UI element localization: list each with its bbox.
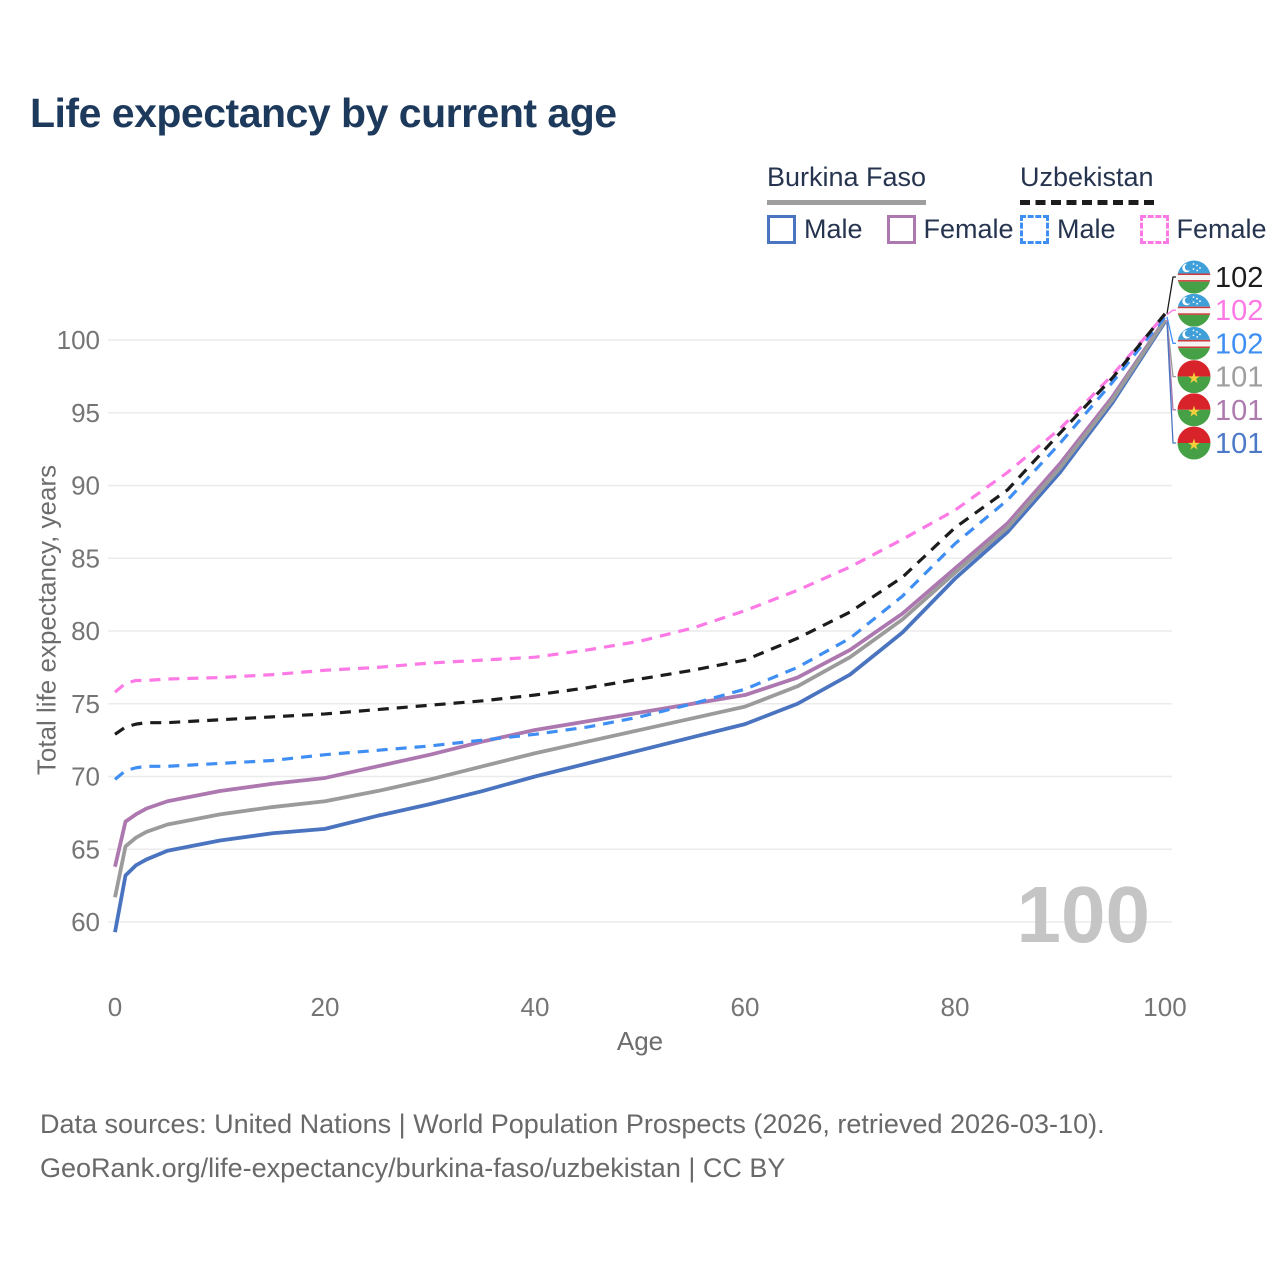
end-label-connector [1166, 309, 1176, 316]
x-tick-label: 60 [731, 992, 760, 1022]
end-label-connector [1166, 276, 1176, 314]
legend-group-uzbekistan: Uzbekistan Male Female [1020, 162, 1267, 245]
burkina-faso-female-swatch-icon [886, 215, 916, 244]
end-label-connector [1166, 320, 1176, 378]
page-title: Life expectancy by current age [30, 90, 617, 136]
legend-country-burkina-faso: Burkina Faso [767, 162, 927, 205]
legend-item-burkina-faso-male[interactable]: Male [767, 214, 863, 245]
series-line-uzbekistan-female [113, 313, 1167, 694]
uzbekistan-male-swatch-icon [1020, 215, 1049, 244]
series-line-burkina-faso-total [113, 319, 1167, 898]
series-line-uzbekistan-male [113, 315, 1167, 781]
legend-item-uzbekistan-male[interactable]: Male [1020, 214, 1116, 245]
svg-text:★: ★ [1187, 403, 1200, 420]
end-label-value: 101 [1215, 428, 1263, 460]
svg-text:★: ★ [1187, 370, 1200, 387]
y-axis-label: Total life expectancy, years [31, 464, 62, 776]
y-tick-label: 75 [71, 689, 100, 719]
burkina-faso-male-swatch-icon [767, 215, 796, 244]
end-label-value: 102 [1215, 262, 1263, 294]
y-tick-label: 70 [71, 762, 100, 792]
burkina-faso-flag-icon: ★ [1177, 360, 1211, 394]
end-label-value: 101 [1215, 395, 1263, 427]
legend-country-uzbekistan: Uzbekistan [1020, 162, 1154, 205]
y-tick-label: 85 [71, 543, 100, 573]
end-label-value: 102 [1215, 328, 1263, 360]
end-label-value: 101 [1215, 362, 1263, 394]
footer-attribution: GeoRank.org/life-expectancy/burkina-faso… [40, 1153, 786, 1183]
series-line-burkina-faso-male [113, 320, 1167, 933]
x-tick-label: 20 [311, 992, 340, 1022]
legend-item-burkina-faso-female[interactable]: Female [886, 214, 1014, 245]
y-tick-label: 100 [57, 325, 100, 355]
legend-item-label: Female [1176, 214, 1267, 244]
uzbekistan-flag-icon [1177, 260, 1211, 294]
footer-data-sources: Data sources: United Nations | World Pop… [40, 1109, 1105, 1139]
y-tick-label: 60 [71, 907, 100, 937]
x-tick-label: 100 [1143, 992, 1186, 1022]
x-tick-label: 0 [108, 992, 122, 1022]
footer: Data sources: United Nations | World Pop… [40, 1102, 1105, 1190]
uzbekistan-female-swatch-icon [1139, 215, 1169, 244]
x-tick-label: 40 [521, 992, 550, 1022]
legend-group-burkina-faso: Burkina Faso Male Female [767, 162, 1014, 245]
uzbekistan-flag-icon [1177, 326, 1211, 360]
series-line-uzbekistan-total [114, 312, 1167, 736]
y-tick-label: 95 [71, 398, 100, 428]
series-line-burkina-faso-female [113, 318, 1167, 868]
uzbekistan-flag-icon [1177, 293, 1211, 327]
legend-item-label: Female [923, 214, 1014, 244]
burkina-faso-flag-icon: ★ [1177, 393, 1211, 427]
y-tick-label: 80 [71, 616, 100, 646]
svg-text:★: ★ [1187, 437, 1200, 454]
y-tick-label: 65 [71, 834, 100, 864]
end-label-value: 102 [1215, 295, 1263, 327]
end-label-connector [1166, 321, 1176, 444]
hover-age-watermark: 100 [1017, 870, 1150, 959]
y-tick-label: 90 [71, 471, 100, 501]
legend-item-uzbekistan-female[interactable]: Female [1139, 214, 1267, 245]
legend-item-label: Male [1057, 214, 1116, 244]
end-label-connector [1166, 316, 1176, 345]
x-tick-label: 80 [941, 992, 970, 1022]
legend-item-label: Male [804, 214, 863, 244]
burkina-faso-flag-icon: ★ [1177, 426, 1211, 460]
x-axis-label: Age [616, 1026, 664, 1056]
